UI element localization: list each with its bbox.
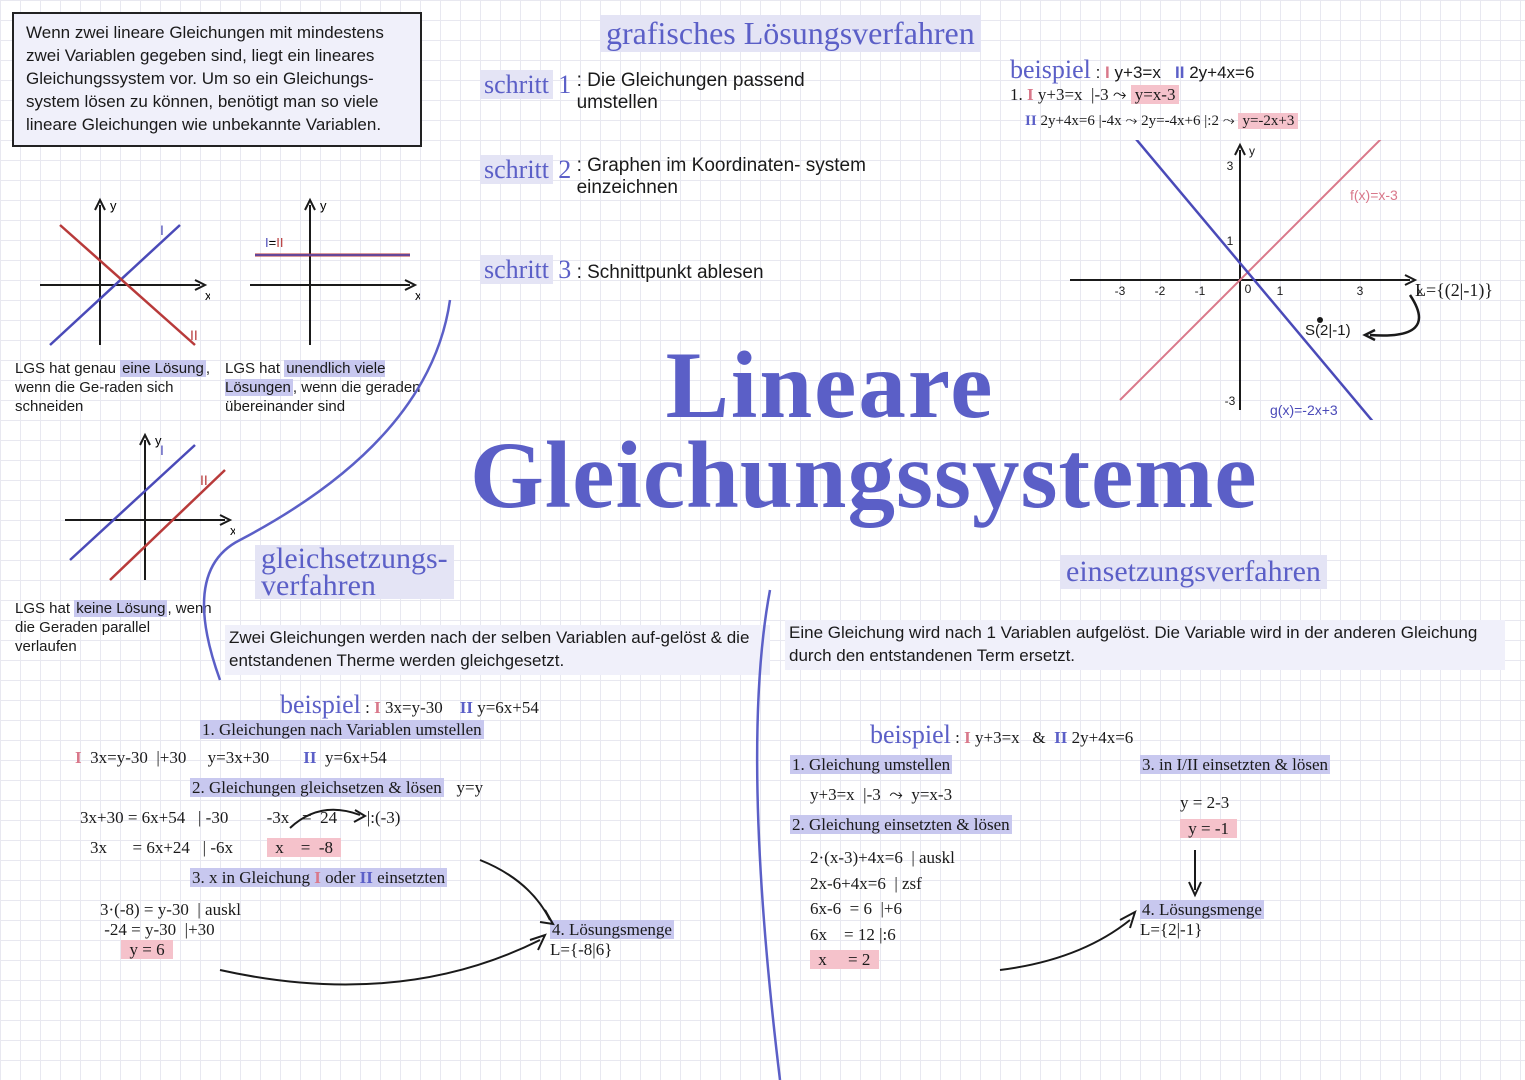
case-inf-caption: LGS hat unendlich viele Lösungen, wenn d… [225, 360, 455, 416]
gleichsetzung-step1-math: I 3x=y-30 |+30 y=3x+30 II y=6x+54 [75, 748, 387, 768]
gleichsetzung-step4: 4. Lösungsmenge L={-8|6} [550, 920, 674, 960]
svg-text:1: 1 [1227, 234, 1234, 248]
title-line2: Gleichungssysteme [470, 430, 1190, 520]
gleichsetzung-heading: gleichsetzungs-verfahren [255, 545, 454, 600]
svg-text:I=II: I=II [265, 235, 283, 250]
grafisches-L: L={(2|-1)} [1415, 280, 1493, 301]
svg-text:II: II [200, 472, 208, 488]
svg-text:1: 1 [1277, 284, 1284, 298]
svg-text:x: x [415, 288, 420, 303]
gleichsetzung-step2-math2: 3x = 6x+24 | -6x x = -8 [90, 838, 341, 858]
svg-text:3: 3 [1357, 284, 1364, 298]
svg-text:S(2|-1): S(2|-1) [1305, 322, 1351, 339]
grafisches-beispiel: beispiel : I y+3=x II 2y+4x=6 [1010, 55, 1254, 85]
case-none-caption: LGS hat keine Lösung, wenn die Geraden p… [15, 600, 215, 656]
gleichsetzung-step2-label: 2. Gleichungen gleichsetzen & lösen y=y [190, 778, 483, 798]
svg-text:y: y [110, 198, 117, 213]
einsetzung-desc: Eine Gleichung wird nach 1 Variablen auf… [785, 620, 1505, 670]
definition-box: Wenn zwei lineare Gleichungen mit mindes… [12, 12, 422, 147]
gleichsetzung-desc: Zwei Gleichungen werden nach der selben … [225, 625, 770, 675]
grafisches-step-2: schritt 2 : Graphen im Koordinaten- syst… [480, 155, 877, 199]
einsetzung-heading: einsetzungsverfahren [1060, 555, 1327, 589]
einsetzung-step2-label: 2. Gleichung einsetzten & lösen [790, 815, 1012, 835]
grafisches-worked-I: 1. I y+3=x |-3 ⤳ y=x-3 [1010, 85, 1179, 105]
gleichsetzung-beispiel: beispiel : I 3x=y-30 II y=6x+54 [280, 690, 539, 720]
einsetzung-step1-label: 1. Gleichung umstellen [790, 755, 952, 775]
grafisches-step-1: schritt 1 : Die Gleichungen passend umst… [480, 70, 857, 114]
svg-text:-1: -1 [1195, 284, 1206, 298]
svg-text:3: 3 [1227, 159, 1234, 173]
case-one-caption: LGS hat genau eine Lösung, wenn die Ge-r… [15, 360, 215, 416]
svg-text:f(x)=x-3: f(x)=x-3 [1350, 187, 1398, 203]
svg-text:y: y [320, 198, 327, 213]
case-graph-inf: x y I=II [240, 195, 420, 355]
svg-text:-2: -2 [1155, 284, 1166, 298]
svg-text:II: II [190, 327, 198, 343]
svg-text:x: x [205, 288, 210, 303]
svg-text:y: y [1249, 144, 1255, 158]
grafisches-heading: grafisches Lösungsverfahren [600, 15, 981, 52]
svg-text:g(x)=-2x+3: g(x)=-2x+3 [1270, 402, 1338, 418]
definition-text: Wenn zwei lineare Gleichungen mit mindes… [26, 23, 384, 134]
einsetzung-step2-math: 2·(x-3)+4x=6 | auskl 2x-6+4x=6 | zsf 6x-… [810, 845, 955, 973]
einsetzung-step1-math: y+3=x |-3 ⤳ y=x-3 [810, 785, 952, 805]
grafisches-graph: xy -1-2-3 13 13 -3 0 f(x)=x-3 g(x)=-2x+3… [1040, 140, 1440, 420]
svg-text:0: 0 [1245, 282, 1252, 296]
gleichsetzung-step3-label: 3. x in Gleichung I oder II einsetzten [190, 868, 447, 888]
svg-text:-3: -3 [1115, 284, 1126, 298]
einsetzung-beispiel: beispiel : I y+3=x & II 2y+4x=6 [870, 720, 1133, 750]
svg-text:-3: -3 [1225, 394, 1236, 408]
svg-text:x: x [230, 523, 235, 538]
case-graph-none: xy I II [55, 430, 235, 590]
gleichsetzung-step1-label: 1. Gleichungen nach Variablen umstellen [200, 720, 484, 740]
svg-text:I: I [160, 222, 164, 238]
einsetzung-step3-math: y = 2-3 y = -1 [1180, 790, 1237, 841]
case-graph-one: x y I II [30, 195, 210, 355]
einsetzung-step4: 4. Lösungsmenge L={2|-1} [1140, 900, 1264, 940]
gleichsetzung-step3-math: 3·(-8) = y-30 | auskl -24 = y-30 |+30 y … [100, 900, 241, 960]
grafisches-worked-II: II 2y+4x=6 |-4x ⤳ 2y=-4x+6 |:2 ⤳ y=-2x+3 [1025, 112, 1298, 130]
gleichsetzung-step2-math1: 3x+30 = 6x+54 | -30 -3x = 24 |:(-3) [80, 808, 400, 828]
grafisches-step-3: schritt 3 : Schnittpunkt ablesen [480, 255, 764, 285]
einsetzung-step3-label: 3. in I/II einsetzten & lösen [1140, 755, 1330, 775]
svg-text:I: I [160, 442, 164, 458]
